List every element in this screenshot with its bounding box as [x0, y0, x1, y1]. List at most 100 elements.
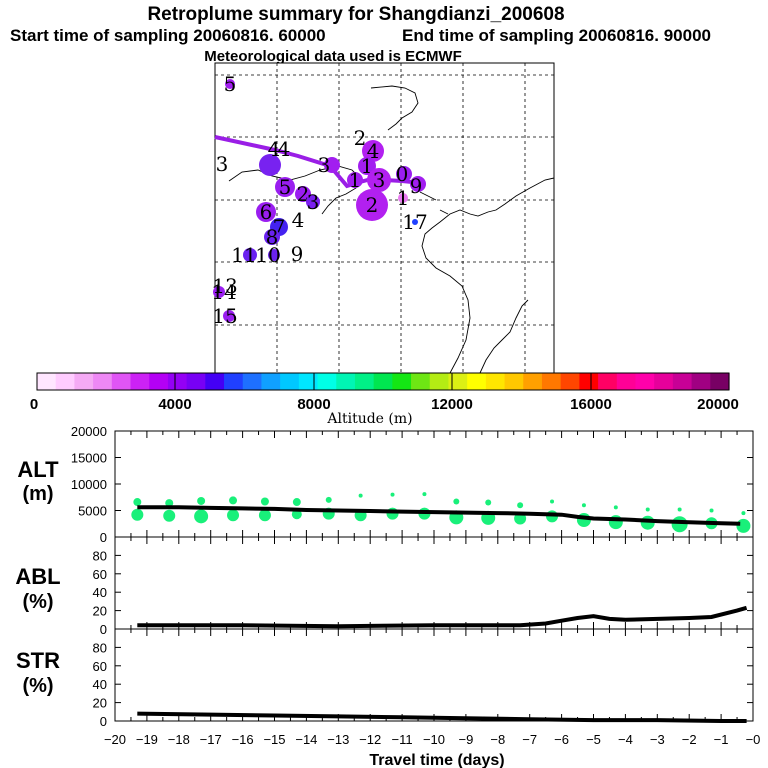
- alt-dot: [517, 502, 524, 509]
- plume-point: [225, 79, 235, 89]
- alt-dot: [422, 492, 427, 497]
- plume-point-label: 9: [291, 242, 304, 266]
- alt-dot: [581, 503, 586, 508]
- plume-point-label: 9: [410, 174, 423, 198]
- colorbar-cell: [242, 373, 263, 390]
- colorbar-cell: [672, 373, 693, 390]
- str-unit: (%): [22, 675, 53, 697]
- plume-point: [268, 249, 280, 261]
- plume-point: [362, 140, 384, 162]
- colorbar-cell: [167, 373, 188, 390]
- plume-point: [324, 157, 340, 173]
- alt-dot: [194, 509, 209, 524]
- colorbar-cells: [37, 373, 730, 390]
- y-tick-label: 20: [93, 604, 107, 619]
- plume-point-label: 3: [307, 190, 320, 214]
- colorbar: 0 4000 8000 12000 16000 20000 Altitude (…: [30, 372, 739, 427]
- x-tick-label: −14: [295, 732, 317, 747]
- plume-point-label: 3: [373, 168, 386, 192]
- colorbar-dividers: [174, 373, 592, 390]
- plume-point-label: 15: [212, 304, 237, 328]
- plume-point-label: 5: [224, 72, 237, 96]
- colorbar-tick-8000: 8000: [297, 396, 330, 413]
- x-tick-label: −4: [618, 732, 633, 747]
- plume-point: [264, 229, 280, 245]
- plume-point-label: 1: [397, 186, 410, 210]
- abl-line: [137, 605, 748, 629]
- plume-point-label: 2: [354, 126, 367, 150]
- colorbar-tick-20000: 20000: [697, 396, 739, 413]
- colorbar-cell: [93, 373, 113, 390]
- colorbar-cell: [710, 373, 730, 390]
- x-tick-label: −19: [136, 732, 158, 747]
- colorbar-cell: [523, 373, 543, 390]
- alt-dot: [358, 493, 363, 498]
- y-tick-label: 80: [93, 548, 107, 563]
- x-tick-label: −11: [392, 732, 413, 747]
- plume-point-label: 4: [367, 139, 380, 163]
- abl-panel-frame: [114, 536, 754, 630]
- alt-dot: [736, 518, 751, 533]
- y-tick-label: 20: [93, 696, 107, 711]
- alt-dot: [645, 507, 650, 512]
- plume-point: [275, 177, 295, 197]
- plume-point-label: 2: [366, 193, 379, 217]
- colorbar-cell: [74, 373, 94, 390]
- colorbar-cell: [111, 373, 132, 390]
- plume-point: [347, 172, 363, 188]
- plume-point-label: 0: [396, 162, 409, 186]
- alt-dot: [741, 511, 746, 516]
- alt-dot: [485, 499, 492, 506]
- y-tick-label: 40: [93, 585, 107, 600]
- y-tick-label: 40: [93, 677, 107, 692]
- colorbar-tick-12000: 12000: [431, 396, 473, 413]
- alt-dot: [453, 498, 460, 505]
- plume-point: [223, 310, 235, 322]
- x-tick-label: −8: [490, 732, 505, 747]
- plume-point-label: 1: [349, 168, 362, 192]
- plume-point-label: 14: [211, 280, 236, 304]
- colorbar-cell: [579, 373, 599, 390]
- y-tick-label: 0: [100, 530, 107, 545]
- alt-plot: 0 5000 10000 15000 20000: [71, 424, 754, 545]
- plume-point-label: 10: [255, 243, 280, 267]
- y-tick-label: 80: [93, 640, 107, 655]
- colorbar-cell: [691, 373, 711, 390]
- x-tick-label: −20: [104, 732, 126, 747]
- plume-point: [243, 248, 257, 262]
- alt-dot: [709, 508, 714, 513]
- plume-point: [358, 157, 376, 175]
- alt-dot: [229, 496, 238, 505]
- colorbar-cell: [261, 373, 281, 390]
- abl-plot: 0 20 40 60 80: [93, 537, 754, 637]
- colorbar-axis-title: Altitude (m): [326, 411, 412, 427]
- colorbar-tick-16000: 16000: [570, 396, 612, 413]
- x-tick-label: −1: [714, 732, 729, 747]
- plume-point-label: 3: [318, 153, 331, 177]
- plume-point-label: 4: [292, 208, 305, 232]
- abl-unit: (%): [22, 591, 53, 613]
- colorbar-cell: [504, 373, 524, 390]
- y-tick-label: 5000: [78, 504, 107, 519]
- colorbar-cell: [448, 373, 468, 390]
- colorbar-cell: [598, 373, 618, 390]
- alt-dot: [292, 498, 301, 507]
- x-tick-label: −16: [232, 732, 254, 747]
- x-tick-label: −10: [423, 732, 445, 747]
- plume-point: [306, 195, 320, 209]
- plume-point: [256, 202, 276, 222]
- str-line: [137, 711, 747, 723]
- colorbar-cell: [55, 373, 75, 390]
- alt-mean-line: [137, 505, 741, 526]
- x-tick-label: −18: [168, 732, 190, 747]
- colorbar-cell: [37, 373, 57, 390]
- alt-dot: [258, 509, 271, 522]
- colorbar-frame: [36, 372, 730, 391]
- colorbar-cell: [654, 373, 674, 390]
- figure-title: Retroplume summary for Shangdianzi_20060…: [147, 4, 564, 25]
- colorbar-cell: [541, 373, 562, 390]
- y-tick-label: 15000: [71, 451, 107, 466]
- colorbar-tick-4000: 4000: [158, 396, 191, 413]
